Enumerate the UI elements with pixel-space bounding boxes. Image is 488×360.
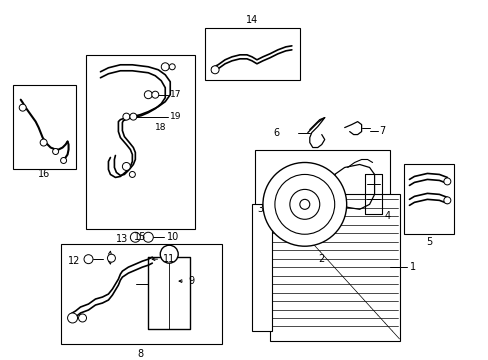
Text: 17: 17 xyxy=(170,90,182,99)
Bar xyxy=(204,28,299,80)
Circle shape xyxy=(289,189,319,219)
Circle shape xyxy=(107,254,115,262)
Text: 13: 13 xyxy=(116,234,128,244)
Text: 7: 7 xyxy=(379,126,385,136)
Bar xyxy=(13,85,75,170)
Text: 9: 9 xyxy=(188,276,194,286)
Bar xyxy=(404,165,453,234)
Circle shape xyxy=(144,91,152,99)
Circle shape xyxy=(130,232,140,242)
Bar xyxy=(251,204,271,331)
Text: 10: 10 xyxy=(167,232,179,242)
Circle shape xyxy=(53,149,59,154)
Text: 2: 2 xyxy=(318,254,324,264)
Circle shape xyxy=(161,63,169,71)
Circle shape xyxy=(299,199,309,209)
Bar xyxy=(269,194,399,341)
Text: 6: 6 xyxy=(273,127,279,138)
Text: 4: 4 xyxy=(384,211,390,221)
Circle shape xyxy=(160,245,178,263)
Circle shape xyxy=(169,64,175,70)
Circle shape xyxy=(130,113,137,120)
Text: 12: 12 xyxy=(68,256,81,266)
Text: 16: 16 xyxy=(38,170,50,179)
Circle shape xyxy=(40,139,47,146)
Bar xyxy=(85,55,195,229)
Circle shape xyxy=(151,91,159,98)
Circle shape xyxy=(211,66,219,74)
Circle shape xyxy=(443,197,450,204)
Circle shape xyxy=(443,178,450,185)
Circle shape xyxy=(122,162,130,170)
Circle shape xyxy=(67,313,78,323)
Circle shape xyxy=(263,162,346,246)
Circle shape xyxy=(274,175,334,234)
Text: 18: 18 xyxy=(155,123,166,132)
Circle shape xyxy=(19,104,26,111)
Bar xyxy=(254,149,389,254)
Circle shape xyxy=(143,232,153,242)
Text: 11: 11 xyxy=(163,254,175,264)
Circle shape xyxy=(61,157,66,163)
Text: 5: 5 xyxy=(426,237,432,247)
Text: 14: 14 xyxy=(245,15,258,25)
Text: 15: 15 xyxy=(134,232,146,242)
Text: 1: 1 xyxy=(408,262,415,272)
Bar xyxy=(61,244,222,344)
Circle shape xyxy=(79,314,86,322)
Circle shape xyxy=(122,113,130,120)
Text: 19: 19 xyxy=(170,112,182,121)
Circle shape xyxy=(84,255,93,264)
Text: 8: 8 xyxy=(137,349,143,359)
Text: 3: 3 xyxy=(256,204,263,214)
Circle shape xyxy=(129,171,135,177)
